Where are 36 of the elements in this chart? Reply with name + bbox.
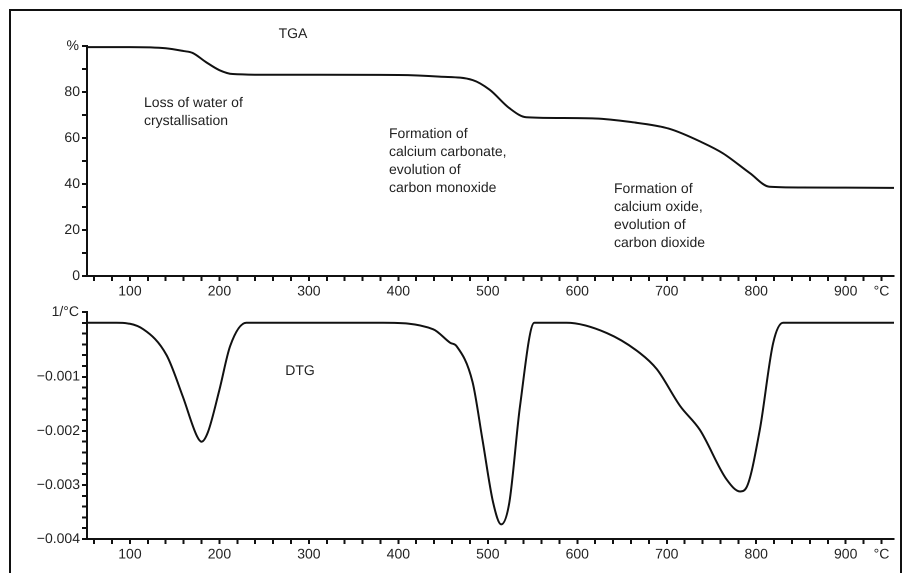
x-tick-label: 100 bbox=[118, 282, 142, 298]
annotation: Loss of water of crystallisation bbox=[144, 94, 243, 128]
x-tick-label: 700 bbox=[655, 282, 679, 298]
y-tick-label: 80 bbox=[64, 82, 80, 99]
x-tick-label: 400 bbox=[386, 282, 410, 298]
y-axis-title: 1/°C bbox=[52, 302, 79, 319]
chart-title: TGA bbox=[278, 24, 308, 41]
x-tick-label: 500 bbox=[476, 282, 500, 298]
x-tick-label: 400 bbox=[386, 545, 410, 562]
x-tick-label: 200 bbox=[208, 545, 232, 562]
x-tick-label: 200 bbox=[208, 282, 232, 298]
x-tick-label: 100 bbox=[118, 545, 142, 562]
annotation: Formation of calcium oxide, evolution of carbon dioxide bbox=[614, 180, 706, 250]
y-axis-title: % bbox=[66, 36, 79, 53]
x-tick-label: 800 bbox=[744, 545, 768, 562]
x-tick-label: 600 bbox=[566, 282, 590, 298]
x-tick-label: °C bbox=[874, 282, 890, 298]
x-tick-label: 300 bbox=[297, 282, 321, 298]
y-tick-label: −0.004 bbox=[36, 530, 80, 546]
y-tick-label: 20 bbox=[64, 220, 80, 237]
y-tick-label: 0 bbox=[72, 266, 80, 283]
x-tick-label: 600 bbox=[566, 545, 590, 562]
x-tick-label: 300 bbox=[297, 545, 321, 562]
x-tick-label: °C bbox=[874, 545, 890, 562]
y-tick-label: 40 bbox=[64, 174, 80, 191]
text: DTG bbox=[285, 362, 315, 378]
annotation: Formation of calcium carbonate, evolution of carbon monoxide bbox=[389, 124, 507, 195]
y-tick-label: 60 bbox=[64, 128, 80, 145]
y-tick-label: −0.002 bbox=[36, 422, 80, 438]
x-tick-label: 800 bbox=[744, 282, 768, 298]
x-tick-label: 900 bbox=[834, 282, 858, 298]
x-tick-label: 700 bbox=[655, 545, 679, 562]
y-tick-label: −0.003 bbox=[36, 476, 80, 492]
x-tick-label: 500 bbox=[476, 545, 500, 562]
x-tick-label: 900 bbox=[834, 545, 858, 562]
y-tick-label: −0.001 bbox=[36, 368, 80, 384]
